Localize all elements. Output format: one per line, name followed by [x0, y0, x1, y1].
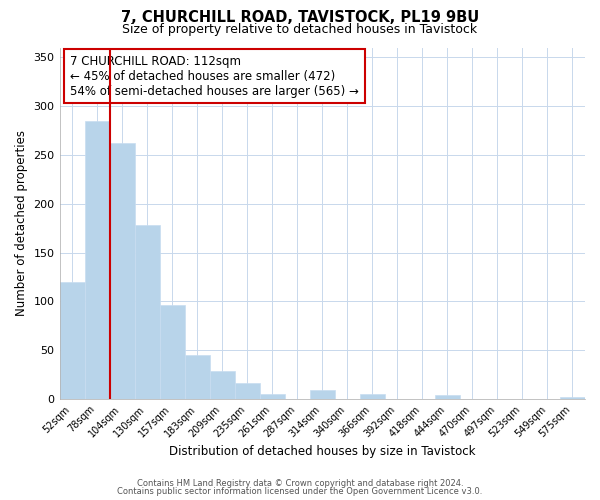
- Bar: [160, 306, 185, 399]
- Text: 7 CHURCHILL ROAD: 112sqm
← 45% of detached houses are smaller (472)
54% of semi-: 7 CHURCHILL ROAD: 112sqm ← 45% of detach…: [70, 54, 359, 98]
- Bar: [185, 355, 209, 399]
- Y-axis label: Number of detached properties: Number of detached properties: [15, 130, 28, 316]
- Bar: [134, 225, 160, 399]
- Bar: [85, 120, 110, 399]
- Bar: [209, 371, 235, 399]
- Bar: [260, 394, 285, 399]
- Text: Contains HM Land Registry data © Crown copyright and database right 2024.: Contains HM Land Registry data © Crown c…: [137, 478, 463, 488]
- Text: 7, CHURCHILL ROAD, TAVISTOCK, PL19 9BU: 7, CHURCHILL ROAD, TAVISTOCK, PL19 9BU: [121, 10, 479, 25]
- Text: Contains public sector information licensed under the Open Government Licence v3: Contains public sector information licen…: [118, 487, 482, 496]
- Bar: [110, 143, 134, 399]
- Bar: [235, 384, 260, 399]
- X-axis label: Distribution of detached houses by size in Tavistock: Distribution of detached houses by size …: [169, 444, 476, 458]
- Bar: [435, 395, 460, 399]
- Bar: [360, 394, 385, 399]
- Text: Size of property relative to detached houses in Tavistock: Size of property relative to detached ho…: [122, 22, 478, 36]
- Bar: [59, 282, 85, 399]
- Bar: [310, 390, 335, 399]
- Bar: [560, 397, 585, 399]
